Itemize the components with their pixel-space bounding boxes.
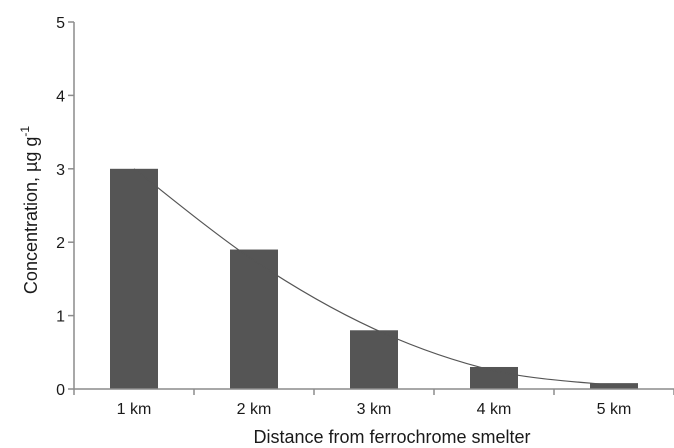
- bar-3: [350, 330, 398, 389]
- x-tick-label: 3 km: [357, 401, 392, 418]
- y-axis-ticks: 0 1 2 3 4 5: [56, 15, 74, 399]
- x-tick-label: 2 km: [237, 401, 272, 418]
- y-tick-label: 2: [56, 235, 65, 252]
- y-tick-label: 1: [56, 309, 65, 326]
- x-axis-title: Distance from ferrochrome smelter: [253, 427, 530, 447]
- bar-2: [230, 249, 278, 389]
- y-axis-title-exponent: -1: [18, 126, 32, 137]
- bar-1: [110, 168, 158, 389]
- x-tick-label: 5 km: [597, 401, 632, 418]
- bar-5: [590, 383, 638, 389]
- y-axis-title-main: Concentration, µg g: [21, 137, 41, 294]
- trendline: [133, 168, 615, 386]
- bar-4: [470, 366, 518, 389]
- x-tick-label: 4 km: [477, 401, 512, 418]
- x-tick-label: 1 km: [117, 401, 152, 418]
- bar-group: [110, 168, 638, 389]
- y-tick-label: 3: [56, 162, 65, 179]
- x-axis-ticks: 1 km 2 km 3 km 4 km 5 km: [73, 389, 674, 418]
- y-tick-label: 0: [56, 382, 65, 399]
- y-tick-label: 5: [56, 15, 65, 32]
- y-tick-label: 4: [56, 88, 65, 105]
- y-axis-title: Concentration, µg g-1: [18, 126, 41, 294]
